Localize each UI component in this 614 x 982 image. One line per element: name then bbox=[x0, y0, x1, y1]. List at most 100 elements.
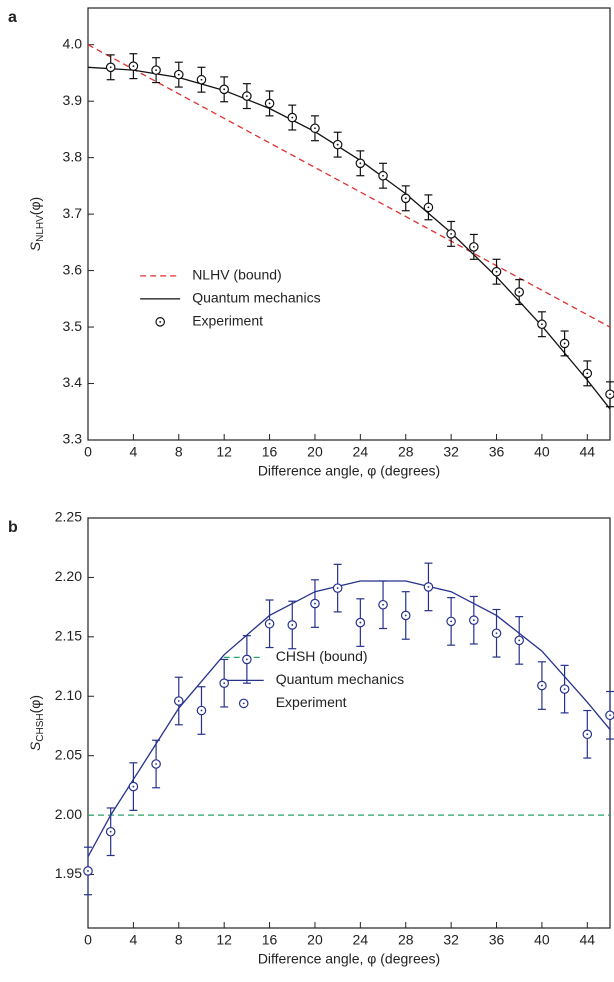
point-dot bbox=[314, 602, 316, 605]
y-tick-label: 2.10 bbox=[55, 687, 82, 703]
legend-label: Quantum mechanics bbox=[276, 671, 404, 687]
point-dot bbox=[109, 66, 112, 69]
x-tick-label: 44 bbox=[580, 444, 596, 460]
point-dot bbox=[450, 232, 453, 235]
y-tick-label: 3.3 bbox=[63, 431, 83, 447]
point-dot bbox=[609, 393, 611, 396]
point-dot bbox=[382, 174, 384, 177]
x-tick-label: 40 bbox=[534, 932, 550, 948]
point-dot bbox=[472, 619, 475, 622]
point-dot bbox=[541, 323, 543, 326]
point-dot bbox=[268, 622, 271, 625]
point-dot bbox=[155, 69, 157, 72]
y-tick-label: 3.4 bbox=[63, 374, 83, 390]
x-tick-label: 12 bbox=[216, 932, 232, 948]
plot-frame bbox=[87, 7, 611, 441]
y-tick-label: 2.15 bbox=[55, 628, 82, 644]
x-tick-label: 40 bbox=[534, 444, 550, 460]
x-tick-label: 0 bbox=[84, 932, 92, 948]
x-tick-label: 4 bbox=[129, 932, 137, 948]
x-tick-label: 16 bbox=[262, 932, 278, 948]
point-dot bbox=[450, 620, 453, 623]
y-axis-label: SNLHV(φ) bbox=[27, 197, 46, 251]
x-tick-label: 8 bbox=[175, 444, 183, 460]
point-dot bbox=[177, 700, 180, 702]
legend-label: Quantum mechanics bbox=[192, 290, 320, 306]
y-tick-label: 3.9 bbox=[63, 92, 83, 108]
point-dot bbox=[132, 65, 135, 68]
point-dot bbox=[268, 102, 271, 105]
x-tick-label: 44 bbox=[580, 932, 596, 948]
x-tick-label: 24 bbox=[353, 932, 369, 948]
x-tick-label: 20 bbox=[307, 444, 323, 460]
y-label-symbol: S bbox=[27, 241, 43, 251]
y-axis-label: SCHSH(φ) bbox=[27, 695, 46, 751]
point-dot bbox=[132, 785, 135, 788]
point-dot bbox=[291, 624, 294, 626]
point-dot bbox=[541, 684, 543, 687]
x-tick-label: 32 bbox=[443, 932, 459, 948]
legend-label: Experiment bbox=[192, 313, 263, 329]
y-label-symbol: S bbox=[27, 741, 43, 751]
point-dot bbox=[87, 870, 89, 872]
point-dot bbox=[245, 658, 248, 661]
point-dot bbox=[155, 763, 157, 765]
x-tick-label: 12 bbox=[216, 444, 232, 460]
x-tick-label: 24 bbox=[353, 444, 369, 460]
point-dot bbox=[609, 714, 611, 717]
point-dot bbox=[223, 682, 226, 685]
point-dot bbox=[427, 586, 430, 588]
point-dot bbox=[223, 88, 226, 91]
point-dot bbox=[586, 733, 589, 736]
point-dot bbox=[563, 342, 566, 345]
x-tick-label: 36 bbox=[489, 932, 505, 948]
point-dot bbox=[336, 143, 339, 146]
point-dot bbox=[291, 116, 294, 119]
x-tick-label: 16 bbox=[262, 444, 278, 460]
line-series bbox=[88, 44, 611, 328]
x-tick-label: 36 bbox=[489, 444, 505, 460]
point-dot bbox=[495, 632, 498, 635]
y-tick-label: 4.0 bbox=[63, 35, 83, 51]
point-dot bbox=[563, 688, 566, 691]
point-dot bbox=[109, 830, 112, 833]
legend-label: NLHV (bound) bbox=[192, 267, 282, 283]
point-dot bbox=[314, 127, 316, 130]
y-tick-label: 2.20 bbox=[55, 568, 82, 584]
point-dot bbox=[427, 206, 430, 209]
x-tick-label: 28 bbox=[398, 932, 414, 948]
point-dot bbox=[518, 639, 521, 642]
x-axis-label: Difference angle, φ (degrees) bbox=[258, 951, 440, 967]
y-label-arg: (φ) bbox=[27, 695, 43, 713]
y-tick-label: 3.7 bbox=[63, 205, 83, 221]
point-dot bbox=[200, 78, 203, 81]
y-tick-label: 2.25 bbox=[55, 509, 82, 525]
x-tick-label: 20 bbox=[307, 932, 323, 948]
point-dot bbox=[472, 245, 475, 248]
point-dot bbox=[586, 372, 589, 375]
x-tick-label: 32 bbox=[443, 444, 459, 460]
line-series bbox=[88, 66, 611, 410]
point-dot bbox=[177, 73, 180, 76]
point-dot bbox=[200, 709, 203, 712]
y-label-subscript: NLHV bbox=[35, 215, 46, 242]
point-dot bbox=[359, 621, 362, 624]
legend-dot bbox=[159, 320, 162, 323]
legend-label: Experiment bbox=[276, 694, 347, 710]
panel-label: b bbox=[8, 519, 18, 536]
legend-label: CHSH (bound) bbox=[276, 648, 368, 664]
point-dot bbox=[382, 603, 384, 606]
point-dot bbox=[404, 197, 407, 200]
x-tick-label: 8 bbox=[175, 932, 183, 948]
point-dot bbox=[495, 270, 498, 273]
legend-dot bbox=[242, 702, 245, 705]
y-label-arg: (φ) bbox=[27, 197, 43, 215]
y-tick-label: 3.8 bbox=[63, 148, 83, 164]
x-tick-label: 28 bbox=[398, 444, 414, 460]
panel-label: a bbox=[8, 9, 17, 26]
y-tick-label: 2.00 bbox=[55, 806, 82, 822]
plot-frame bbox=[87, 517, 611, 929]
point-dot bbox=[245, 95, 248, 97]
point-dot bbox=[518, 291, 521, 293]
